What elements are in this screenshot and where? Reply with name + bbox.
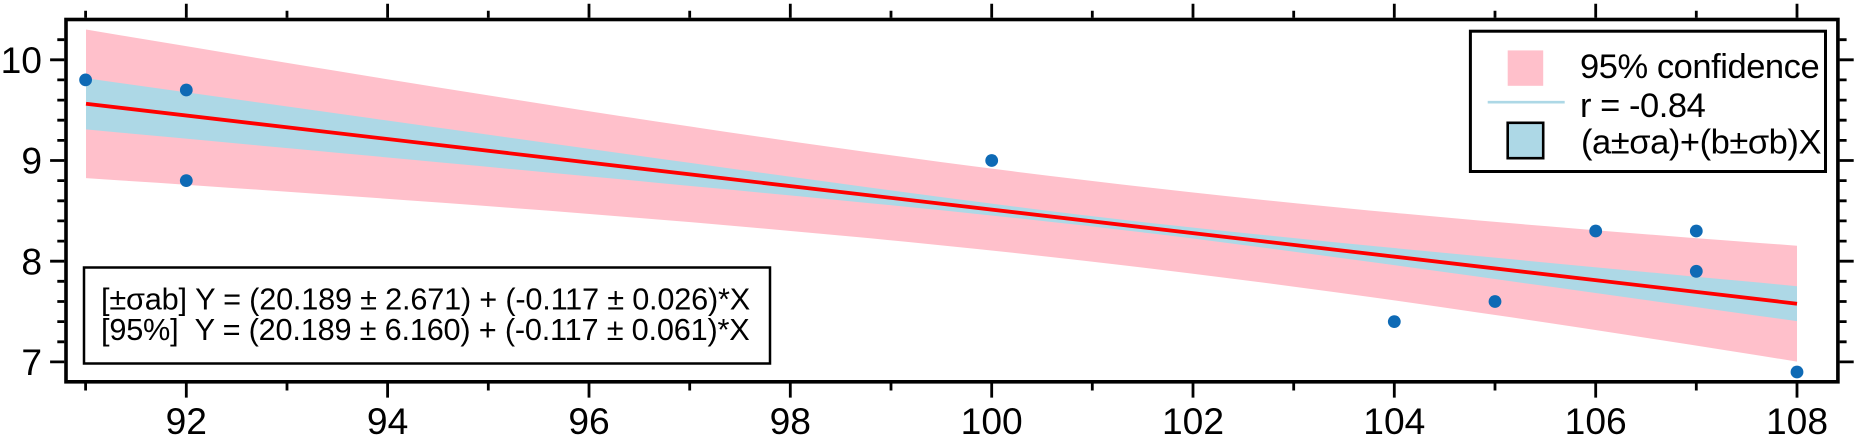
svg-text:106: 106	[1565, 400, 1627, 438]
svg-text:94: 94	[367, 400, 408, 438]
svg-text:104: 104	[1363, 400, 1425, 438]
svg-text:8: 8	[21, 240, 42, 282]
svg-text:98: 98	[770, 400, 811, 438]
svg-text:10: 10	[1, 39, 42, 81]
svg-text:96: 96	[568, 400, 609, 438]
svg-text:108: 108	[1766, 400, 1828, 438]
svg-text:100: 100	[961, 400, 1023, 438]
svg-text:92: 92	[166, 400, 207, 438]
svg-text:r = -0.84: r = -0.84	[1580, 87, 1706, 125]
svg-text:[95%] Y = (20.189 ± 6.160) +: [95%] Y = (20.189 ± 6.160) + (-0.117 ± 0…	[101, 312, 750, 347]
svg-text:[±σab] Y = (20.189 ± 2.671) +: [±σab] Y = (20.189 ± 2.671) + (-0.117 ± …	[101, 282, 750, 317]
svg-text:95% confidence: 95% confidence	[1580, 48, 1819, 86]
svg-text:9: 9	[21, 140, 42, 182]
svg-text:(a±σa)+(b±σb)X: (a±σa)+(b±σb)X	[1581, 124, 1821, 162]
svg-text:7: 7	[21, 341, 42, 383]
svg-text:102: 102	[1162, 400, 1224, 438]
